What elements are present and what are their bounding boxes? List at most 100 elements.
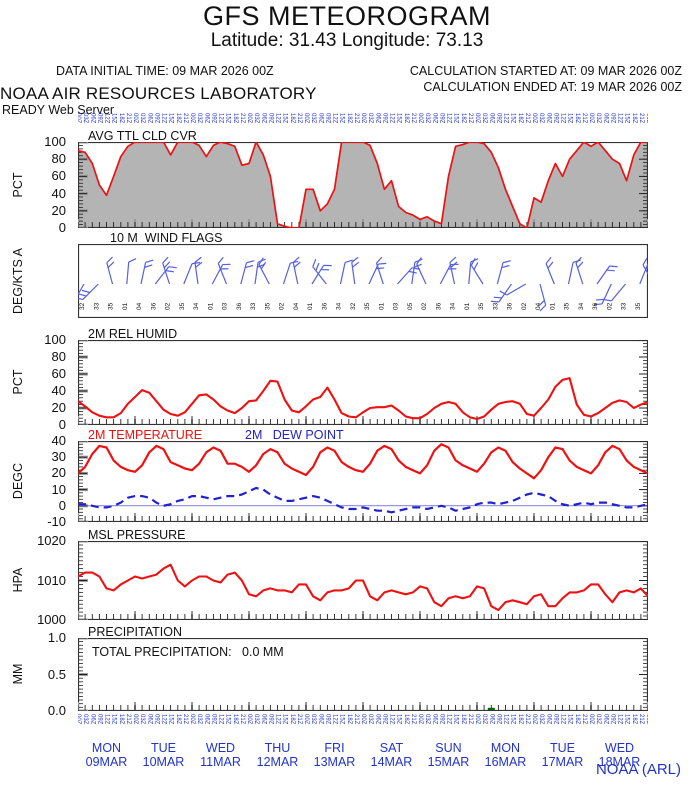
wind-barb xyxy=(311,264,332,285)
cloud-ytick: 80 xyxy=(51,151,66,167)
hour-tick-label: 18Z xyxy=(345,113,352,124)
day-date: 09MAR xyxy=(85,755,128,769)
wind-barb xyxy=(240,260,255,285)
hour-tick-label: 00Z xyxy=(246,714,252,725)
wind-barb xyxy=(154,266,177,285)
wind-barb xyxy=(545,256,555,285)
hour-tick-label: 21Z xyxy=(181,714,188,725)
hour-tick-label: 06Z xyxy=(545,113,552,124)
hour-tick-label: 15Z xyxy=(509,113,516,124)
wind-panel-title: 10 M WIND FLAGS xyxy=(110,231,223,245)
hour-tick-label: 06Z xyxy=(260,714,267,725)
wind-barb xyxy=(217,256,228,285)
wind-direction-label: 33 xyxy=(492,302,499,310)
humid-ytick: 0 xyxy=(58,417,66,432)
hour-tick-label: 03Z xyxy=(424,113,431,124)
hour-tick-label: 06Z xyxy=(89,714,96,725)
hour-tick-label: 00Z xyxy=(588,113,594,124)
hour-tick-label: 21Z xyxy=(637,714,644,725)
hour-tick-label: 12Z xyxy=(388,714,395,725)
wind-direction-label: 01 xyxy=(464,302,471,310)
wind-barb xyxy=(470,257,484,285)
wind-barb xyxy=(351,256,360,285)
day-name: WED xyxy=(604,741,635,755)
hour-tick-label: 12Z xyxy=(559,714,566,725)
hour-tick-label: 09Z xyxy=(495,113,502,124)
wind-direction-label: 33 xyxy=(621,302,628,310)
hour-tick-label: 03Z xyxy=(367,714,374,725)
day-label: THU 12MAR xyxy=(246,741,310,769)
hour-tick-label: 03Z xyxy=(595,714,602,725)
wind-direction-label: 33 xyxy=(93,302,100,310)
hour-tick-label: 09Z xyxy=(267,714,274,725)
wind-barb xyxy=(140,259,154,285)
hour-tick-label: 21Z xyxy=(580,714,587,725)
hour-tick-label: 06Z xyxy=(545,714,552,725)
hour-tick-label: 18Z xyxy=(516,113,523,124)
noaa-arl-credit: NOAA (ARL) xyxy=(595,761,681,778)
wind-barb xyxy=(292,256,301,285)
hour-tick-label: 06Z xyxy=(431,113,438,124)
hour-tick-label: 12Z xyxy=(103,714,110,725)
hour-tick-label: 15Z xyxy=(566,714,573,725)
day-date: 12MAR xyxy=(256,755,299,769)
temperature-dewpoint-panel xyxy=(78,441,648,522)
wind-barb xyxy=(375,256,384,285)
wind-direction-label: 36 xyxy=(321,302,328,310)
rel-humidity-panel xyxy=(78,340,648,425)
hour-tick-label: 06Z xyxy=(374,113,381,124)
hour-tick-label: 06Z xyxy=(146,714,153,725)
cloud-ytick: 20 xyxy=(51,202,66,218)
hour-tick-label: 15Z xyxy=(110,714,117,725)
wind-flags-panel: 32 33 35 01 04 36 02 35 34 01 03 36 33 35 02 04 01 36 34 32… xyxy=(78,244,648,318)
hour-tick-label: 12Z xyxy=(331,714,338,725)
cloud-panel-title: AVG TTL CLD CVR xyxy=(88,129,197,143)
ready-server-label: READY Web Server xyxy=(2,103,115,117)
hour-tick-label: 00Z xyxy=(645,714,648,725)
wind-direction-label: 05 xyxy=(407,302,414,310)
wind-barb xyxy=(397,267,421,285)
hour-tick-label: 06Z xyxy=(89,113,96,124)
temp-ytick: 40 xyxy=(51,433,66,448)
precip-ytick: 1.0 xyxy=(47,630,66,645)
wind-barb xyxy=(339,259,353,285)
hour-tick-label: 03Z xyxy=(82,714,89,725)
hour-tick-label: 06Z xyxy=(488,113,495,124)
humid-ytick: 80 xyxy=(51,349,66,364)
hour-tick-label: 18Z xyxy=(402,714,409,725)
hour-tick-label: 18Z xyxy=(174,113,181,124)
wind-direction-label: 03 xyxy=(222,302,229,310)
hour-tick-label: 21Z xyxy=(580,113,587,124)
hour-tick-label: 00Z xyxy=(303,113,309,124)
hour-tick-label: 21Z xyxy=(238,714,245,725)
temp-panel-title: 2M TEMPERATURE xyxy=(88,428,203,442)
hour-tick-label: 21Z xyxy=(238,113,245,124)
hour-tick-label: 15Z xyxy=(110,113,117,124)
hour-tick-label: 06Z xyxy=(317,714,324,725)
wind-barb xyxy=(211,263,231,285)
precip-panel-title: PRECIPITATION xyxy=(88,625,182,639)
hour-tick-label: 15Z xyxy=(281,714,288,725)
hour-tick-label: 21Z xyxy=(352,714,359,725)
hour-tick-label: 21Z xyxy=(637,113,644,124)
hour-tick-label: 00Z xyxy=(531,113,537,124)
hour-tick-label: 09Z xyxy=(381,113,388,124)
hour-tick-label: 12Z xyxy=(103,113,110,124)
humid-panel-title: 2M REL HUMID xyxy=(88,327,178,341)
hour-tick-label: 00Z xyxy=(78,714,81,725)
wind-direction-label: 36 xyxy=(150,302,157,310)
day-label: TUE 17MAR xyxy=(531,741,595,769)
day-label: FRI 13MAR xyxy=(303,741,367,769)
org-name: NOAA AIR RESOURCES LABORATORY xyxy=(0,84,317,103)
hour-tick-label: 06Z xyxy=(260,113,267,124)
pressure-ytick: 1010 xyxy=(37,572,66,588)
day-label: SAT 14MAR xyxy=(360,741,424,769)
wind-direction-label: 36 xyxy=(507,302,514,310)
hour-tick-label: 15Z xyxy=(224,714,231,725)
hour-tick-label: 00Z xyxy=(417,113,423,124)
humid-chart xyxy=(78,340,648,425)
hour-tick-label: 03Z xyxy=(538,113,545,124)
wind-barb xyxy=(593,283,612,306)
hour-tick-label: 03Z xyxy=(196,113,203,124)
